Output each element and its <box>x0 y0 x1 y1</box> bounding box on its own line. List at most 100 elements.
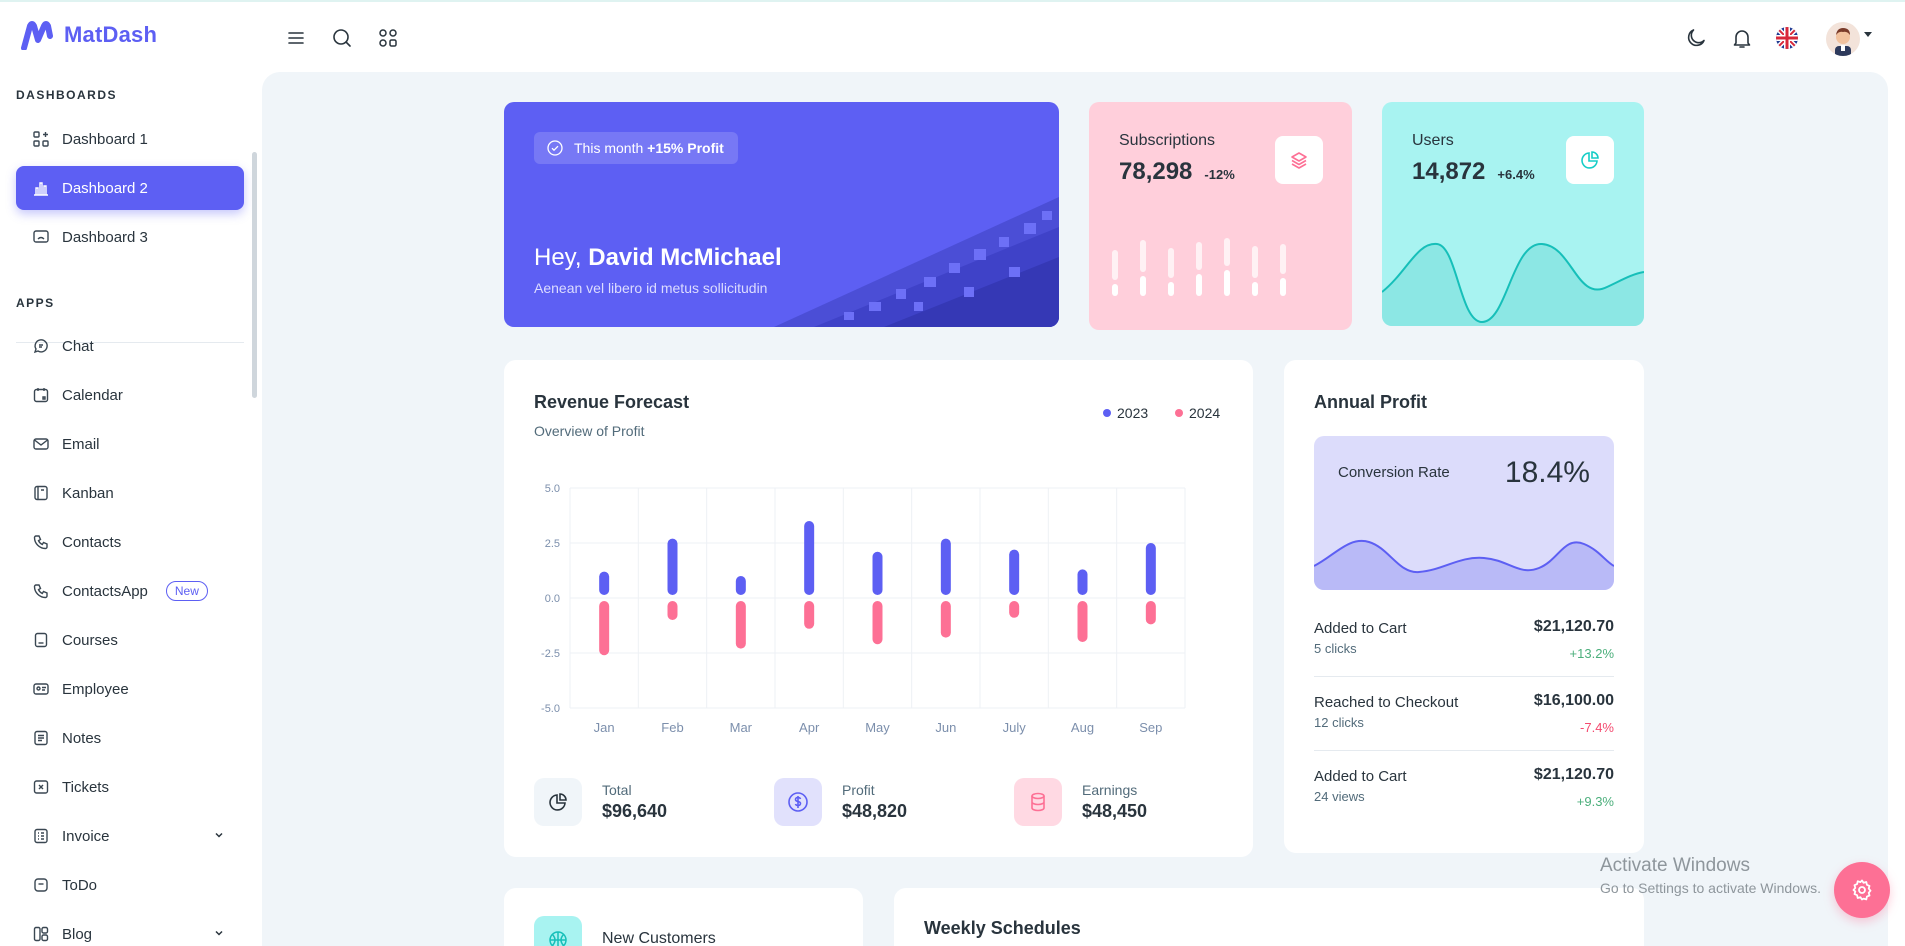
user-name: David McMichael <box>588 244 782 271</box>
earnings-value: $48,450 <box>1082 801 1148 821</box>
legend-2023[interactable]: 2023 <box>1103 405 1148 421</box>
row-amount: $21,120.70 <box>1533 766 1614 783</box>
profit-pill: This month +15% Profit <box>534 132 738 164</box>
revenue-subtitle: Overview of Profit <box>534 423 645 439</box>
sidebar-item-todo[interactable]: ToDo <box>16 863 244 907</box>
sidebar-item-dashboard-1[interactable]: Dashboard 1 <box>16 117 244 161</box>
chevron-down-icon[interactable] <box>214 830 224 840</box>
annual-row: Added to Cart 5 clicks $21,120.70 +13.2% <box>1314 618 1614 694</box>
subscriptions-value-row: 78,298 -12% <box>1119 158 1235 186</box>
users-change: +6.4% <box>1497 167 1535 182</box>
sidebar-item-employee[interactable]: Employee <box>16 667 244 711</box>
conversion-sparkline <box>1314 539 1614 590</box>
sidebar-item-label: Email <box>62 435 100 453</box>
sidebar-heading-dashboards: DASHBOARDS <box>16 88 118 102</box>
legend-label: 2023 <box>1117 405 1149 421</box>
row-sub: 24 views <box>1314 789 1365 804</box>
message-icon <box>32 337 50 355</box>
annual-row: Added to Cart 24 views $21,120.70 +9.3% <box>1314 766 1614 842</box>
uk-flag-icon[interactable] <box>1776 27 1798 49</box>
sidebar-scrollbar[interactable] <box>252 152 257 398</box>
annual-row: Reached to Checkout 12 clicks $16,100.00… <box>1314 692 1614 768</box>
settings-fab[interactable] <box>1834 862 1890 918</box>
layout-icon <box>32 130 50 148</box>
menu-icon[interactable] <box>284 26 308 50</box>
subscriptions-sparkbars <box>1112 238 1286 296</box>
revenue-chart: 5.0 2.5 0.0 -2.5 -5.0 Jan Feb Mar Apr May Jun July A… <box>541 483 1186 735</box>
welcome-card: This month +15% Profit Hey, David McMich… <box>504 102 1059 327</box>
sidebar-item-label: Blog <box>62 925 93 943</box>
total-stat: Total $96,640 <box>534 778 667 826</box>
legend-dot <box>1175 409 1183 417</box>
sidebar-item-email[interactable]: Email <box>16 422 244 466</box>
chevron-down-icon[interactable] <box>214 928 224 938</box>
bar-2023-Jan <box>599 571 610 595</box>
subscriptions-change: -12% <box>1204 167 1235 182</box>
bar-2024-July <box>1009 601 1020 618</box>
subscriptions-card: Subscriptions 78,298 -12% <box>1089 102 1352 330</box>
sidebar-item-label: Dashboard 1 <box>62 130 148 148</box>
weekly-title: Weekly Schedules <box>924 918 1081 938</box>
sidebar-divider <box>16 342 244 343</box>
sidebar-item-chat[interactable]: Chat <box>16 324 244 368</box>
sidebar-item-courses[interactable]: Courses <box>16 618 244 662</box>
bar-2024-Sep <box>1145 601 1156 625</box>
bar-2023-Sep <box>1145 543 1156 595</box>
subscriptions-value: 78,298 <box>1119 158 1193 185</box>
sidebar-item-label: Invoice <box>62 827 110 845</box>
avatar-image <box>1826 22 1860 56</box>
sidebar-item-blog[interactable]: Blog <box>16 912 244 946</box>
sidebar-item-contactsapp[interactable]: ContactsApp New <box>16 569 244 613</box>
y-tick-label: 2.5 <box>545 538 560 550</box>
row-label: Added to Cart <box>1314 620 1407 637</box>
greeting: Hey, <box>534 244 582 271</box>
sidebar-item-dashboard-3[interactable]: Dashboard 3 <box>16 215 244 259</box>
bar-2023-Jun <box>940 538 951 595</box>
dollar-circle-icon <box>774 778 822 826</box>
bar-2024-Mar <box>735 601 746 649</box>
row-divider <box>1314 676 1614 677</box>
apps-icon[interactable] <box>376 26 400 50</box>
sidebar-item-kanban[interactable]: Kanban <box>16 471 244 515</box>
bar-2024-Feb <box>667 601 678 620</box>
bar-2023-May <box>872 551 883 595</box>
sidebar-item-contacts[interactable]: Contacts <box>16 520 244 564</box>
pill-prefix: This month <box>574 140 644 156</box>
row-divider <box>1314 750 1614 751</box>
bar-2023-Feb <box>667 538 678 595</box>
chart-pie-icon <box>534 778 582 826</box>
conversion-value: 18.4% <box>1504 456 1590 489</box>
profit-stat: Profit $48,820 <box>774 778 907 826</box>
id-badge-icon <box>32 680 50 698</box>
bell-icon[interactable] <box>1730 26 1754 50</box>
bar-2023-Mar <box>735 576 746 595</box>
search-icon[interactable] <box>330 26 354 50</box>
sidebar-item-calendar[interactable]: Calendar <box>16 373 244 417</box>
sidebar-item-label: Contacts <box>62 533 122 551</box>
sidebar-item-tickets[interactable]: Tickets <box>16 765 244 809</box>
logo[interactable]: MatDash <box>20 20 157 50</box>
cubes-illustration <box>774 197 1059 327</box>
windows-watermark-title: Activate Windows <box>1600 855 1750 876</box>
sidebar-item-dashboard-2[interactable]: Dashboard 2 <box>16 166 244 210</box>
chevron-down-icon[interactable] <box>1864 32 1872 37</box>
basketball-icon <box>534 916 582 946</box>
y-tick-label: 0.0 <box>545 593 560 605</box>
row-sub: 12 clicks <box>1314 715 1364 730</box>
sidebar-item-label: ToDo <box>62 876 98 894</box>
conversion-rate-panel: Conversion Rate 18.4% <box>1314 436 1614 590</box>
sidebar-heading-apps: APPS <box>16 296 55 310</box>
windows-watermark-sub: Go to Settings to activate Windows. <box>1600 880 1821 896</box>
legend-label: 2024 <box>1189 405 1221 421</box>
sidebar-item-invoice[interactable]: Invoice <box>16 814 244 858</box>
sidebar-item-notes[interactable]: Notes <box>16 716 244 760</box>
note-icon <box>32 729 50 747</box>
gear-icon <box>1852 879 1872 901</box>
avatar[interactable] <box>1826 22 1860 56</box>
notebook-icon <box>32 484 50 502</box>
moon-icon[interactable] <box>1684 26 1708 50</box>
subscriptions-title: Subscriptions <box>1119 132 1216 149</box>
bar-2024-Jun <box>940 601 951 638</box>
sidebar-item-label: Dashboard 3 <box>62 228 148 246</box>
legend-2024[interactable]: 2024 <box>1175 405 1220 421</box>
